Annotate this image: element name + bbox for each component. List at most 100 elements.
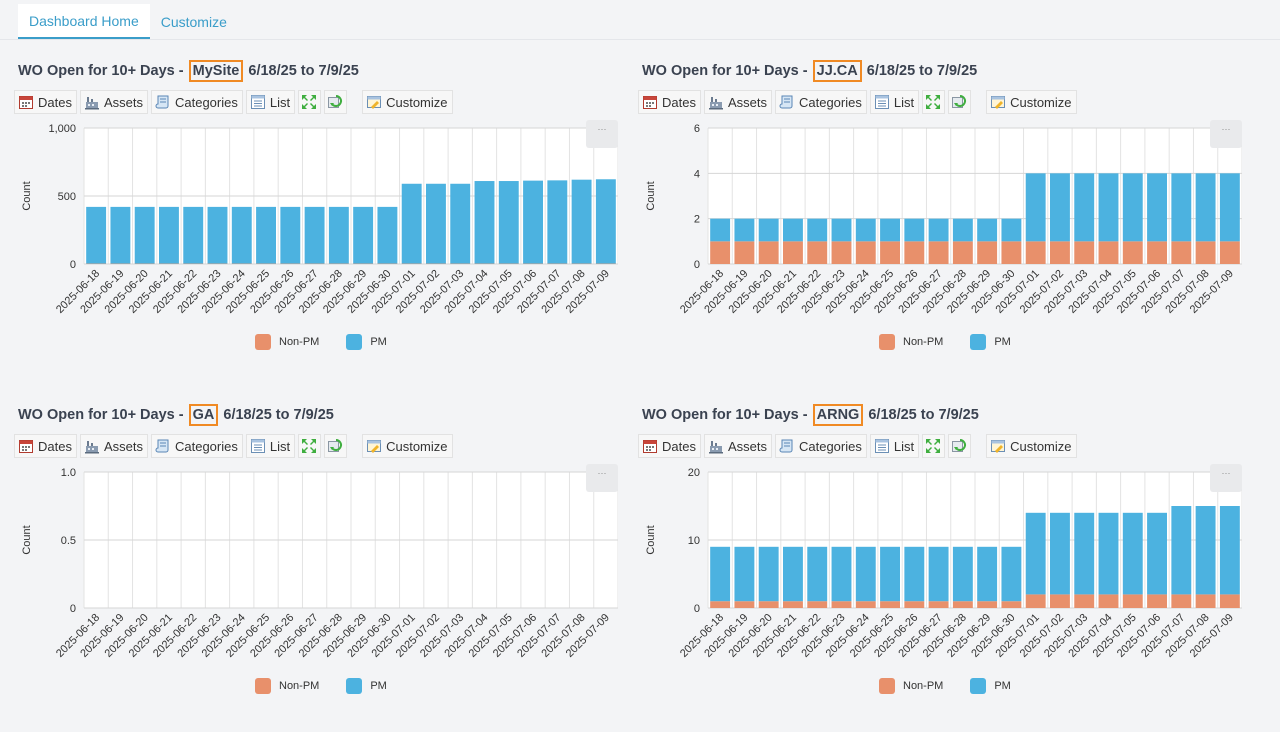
legend-swatch-pm xyxy=(346,334,362,350)
tab-dashboard-home[interactable]: Dashboard Home xyxy=(18,4,150,40)
bar-non-pm xyxy=(1074,594,1094,608)
customize-label: Customize xyxy=(1010,95,1071,110)
bar-pm xyxy=(783,219,803,242)
refresh-button[interactable] xyxy=(324,434,347,458)
legend-swatch-pm xyxy=(970,678,986,694)
customize-button[interactable]: Customize xyxy=(362,90,452,114)
expand-button[interactable] xyxy=(922,90,945,114)
legend-item-pm[interactable]: PM xyxy=(970,334,1011,350)
assets-button[interactable]: Assets xyxy=(80,90,148,114)
legend-swatch-non-pm xyxy=(879,334,895,350)
legend-item-non-pm[interactable]: Non-PM xyxy=(255,678,319,694)
legend-item-non-pm[interactable]: Non-PM xyxy=(879,334,943,350)
dates-button[interactable]: Dates xyxy=(14,434,77,458)
list-label: List xyxy=(894,95,914,110)
ellipsis-icon: ··· xyxy=(1222,468,1231,478)
legend-item-non-pm[interactable]: Non-PM xyxy=(879,678,943,694)
dates-label: Dates xyxy=(662,95,696,110)
title-suffix: 6/18/25 to 7/9/25 xyxy=(219,407,333,423)
list-button[interactable]: List xyxy=(246,434,295,458)
categories-button[interactable]: Categories xyxy=(151,90,243,114)
legend-item-pm[interactable]: PM xyxy=(346,678,387,694)
list-button[interactable]: List xyxy=(870,90,919,114)
customize-label: Customize xyxy=(386,439,447,454)
site-name: MySite xyxy=(189,60,244,82)
list-icon xyxy=(874,438,890,454)
bar-non-pm xyxy=(1074,241,1094,264)
bar-pm xyxy=(1171,173,1191,241)
y-tick-label: 6 xyxy=(694,123,700,135)
y-tick-label: 0 xyxy=(70,603,76,615)
refresh-button[interactable] xyxy=(948,90,971,114)
y-tick-label: 2 xyxy=(694,214,700,226)
factory-icon xyxy=(84,94,100,110)
customize-icon xyxy=(366,94,382,110)
y-tick-label: 0.5 xyxy=(61,535,76,547)
y-axis-label: Count xyxy=(21,525,33,554)
refresh-button[interactable] xyxy=(324,90,347,114)
legend-item-pm[interactable]: PM xyxy=(346,334,387,350)
chart-toolbar: Dates Assets Categories List Customize xyxy=(14,90,456,114)
title-suffix: 6/18/25 to 7/9/25 xyxy=(863,63,977,79)
dates-button[interactable]: Dates xyxy=(638,434,701,458)
legend-item-pm[interactable]: PM xyxy=(970,678,1011,694)
bar-pm xyxy=(523,181,543,264)
dates-label: Dates xyxy=(38,95,72,110)
expand-button[interactable] xyxy=(922,434,945,458)
panel-title: WO Open for 10+ Days - MySite 6/18/25 to… xyxy=(18,60,359,82)
title-prefix: WO Open for 10+ Days - xyxy=(18,63,188,79)
bar-pm xyxy=(929,219,949,242)
bar-non-pm xyxy=(1050,594,1070,608)
bar-pm xyxy=(759,219,779,242)
customize-button[interactable]: Customize xyxy=(362,434,452,458)
legend-swatch-pm xyxy=(970,334,986,350)
legend-swatch-non-pm xyxy=(255,678,271,694)
tab-customize[interactable]: Customize xyxy=(150,4,238,40)
bar-non-pm xyxy=(977,601,997,608)
categories-button[interactable]: Categories xyxy=(775,90,867,114)
legend-label-pm: PM xyxy=(994,336,1011,348)
expand-button[interactable] xyxy=(298,434,321,458)
bar-non-pm xyxy=(807,241,827,264)
legend-item-non-pm[interactable]: Non-PM xyxy=(255,334,319,350)
categories-label: Categories xyxy=(175,95,238,110)
bar-non-pm xyxy=(734,241,754,264)
y-axis-label: Count xyxy=(645,525,657,554)
factory-icon xyxy=(84,438,100,454)
bar-non-pm xyxy=(783,601,803,608)
assets-button[interactable]: Assets xyxy=(704,434,772,458)
bar-pm xyxy=(710,547,730,601)
list-button[interactable]: List xyxy=(246,90,295,114)
bar-non-pm xyxy=(1171,594,1191,608)
title-suffix: 6/18/25 to 7/9/25 xyxy=(244,63,358,79)
bar-non-pm xyxy=(953,601,973,608)
assets-button[interactable]: Assets xyxy=(704,90,772,114)
expand-button[interactable] xyxy=(298,90,321,114)
bar-non-pm xyxy=(904,241,924,264)
refresh-icon xyxy=(327,94,343,110)
bar-pm xyxy=(110,207,130,264)
legend-swatch-pm xyxy=(346,678,362,694)
customize-button[interactable]: Customize xyxy=(986,90,1076,114)
bar-pm xyxy=(1099,513,1119,595)
bar-pm xyxy=(856,219,876,242)
bar-pm xyxy=(977,547,997,601)
dates-button[interactable]: Dates xyxy=(14,90,77,114)
assets-button[interactable]: Assets xyxy=(80,434,148,458)
customize-button[interactable]: Customize xyxy=(986,434,1076,458)
bar-pm xyxy=(547,180,567,263)
list-button[interactable]: List xyxy=(870,434,919,458)
bar-pm xyxy=(1001,547,1021,601)
categories-button[interactable]: Categories xyxy=(151,434,243,458)
bar-non-pm xyxy=(1026,594,1046,608)
bar-pm xyxy=(1074,173,1094,241)
bar-non-pm xyxy=(710,241,730,264)
bar-pm xyxy=(377,207,397,264)
categories-button[interactable]: Categories xyxy=(775,434,867,458)
bar-non-pm xyxy=(856,601,876,608)
bar-non-pm xyxy=(880,241,900,264)
refresh-button[interactable] xyxy=(948,434,971,458)
bar-non-pm xyxy=(1050,241,1070,264)
y-tick-label: 1,000 xyxy=(48,123,76,135)
dates-button[interactable]: Dates xyxy=(638,90,701,114)
